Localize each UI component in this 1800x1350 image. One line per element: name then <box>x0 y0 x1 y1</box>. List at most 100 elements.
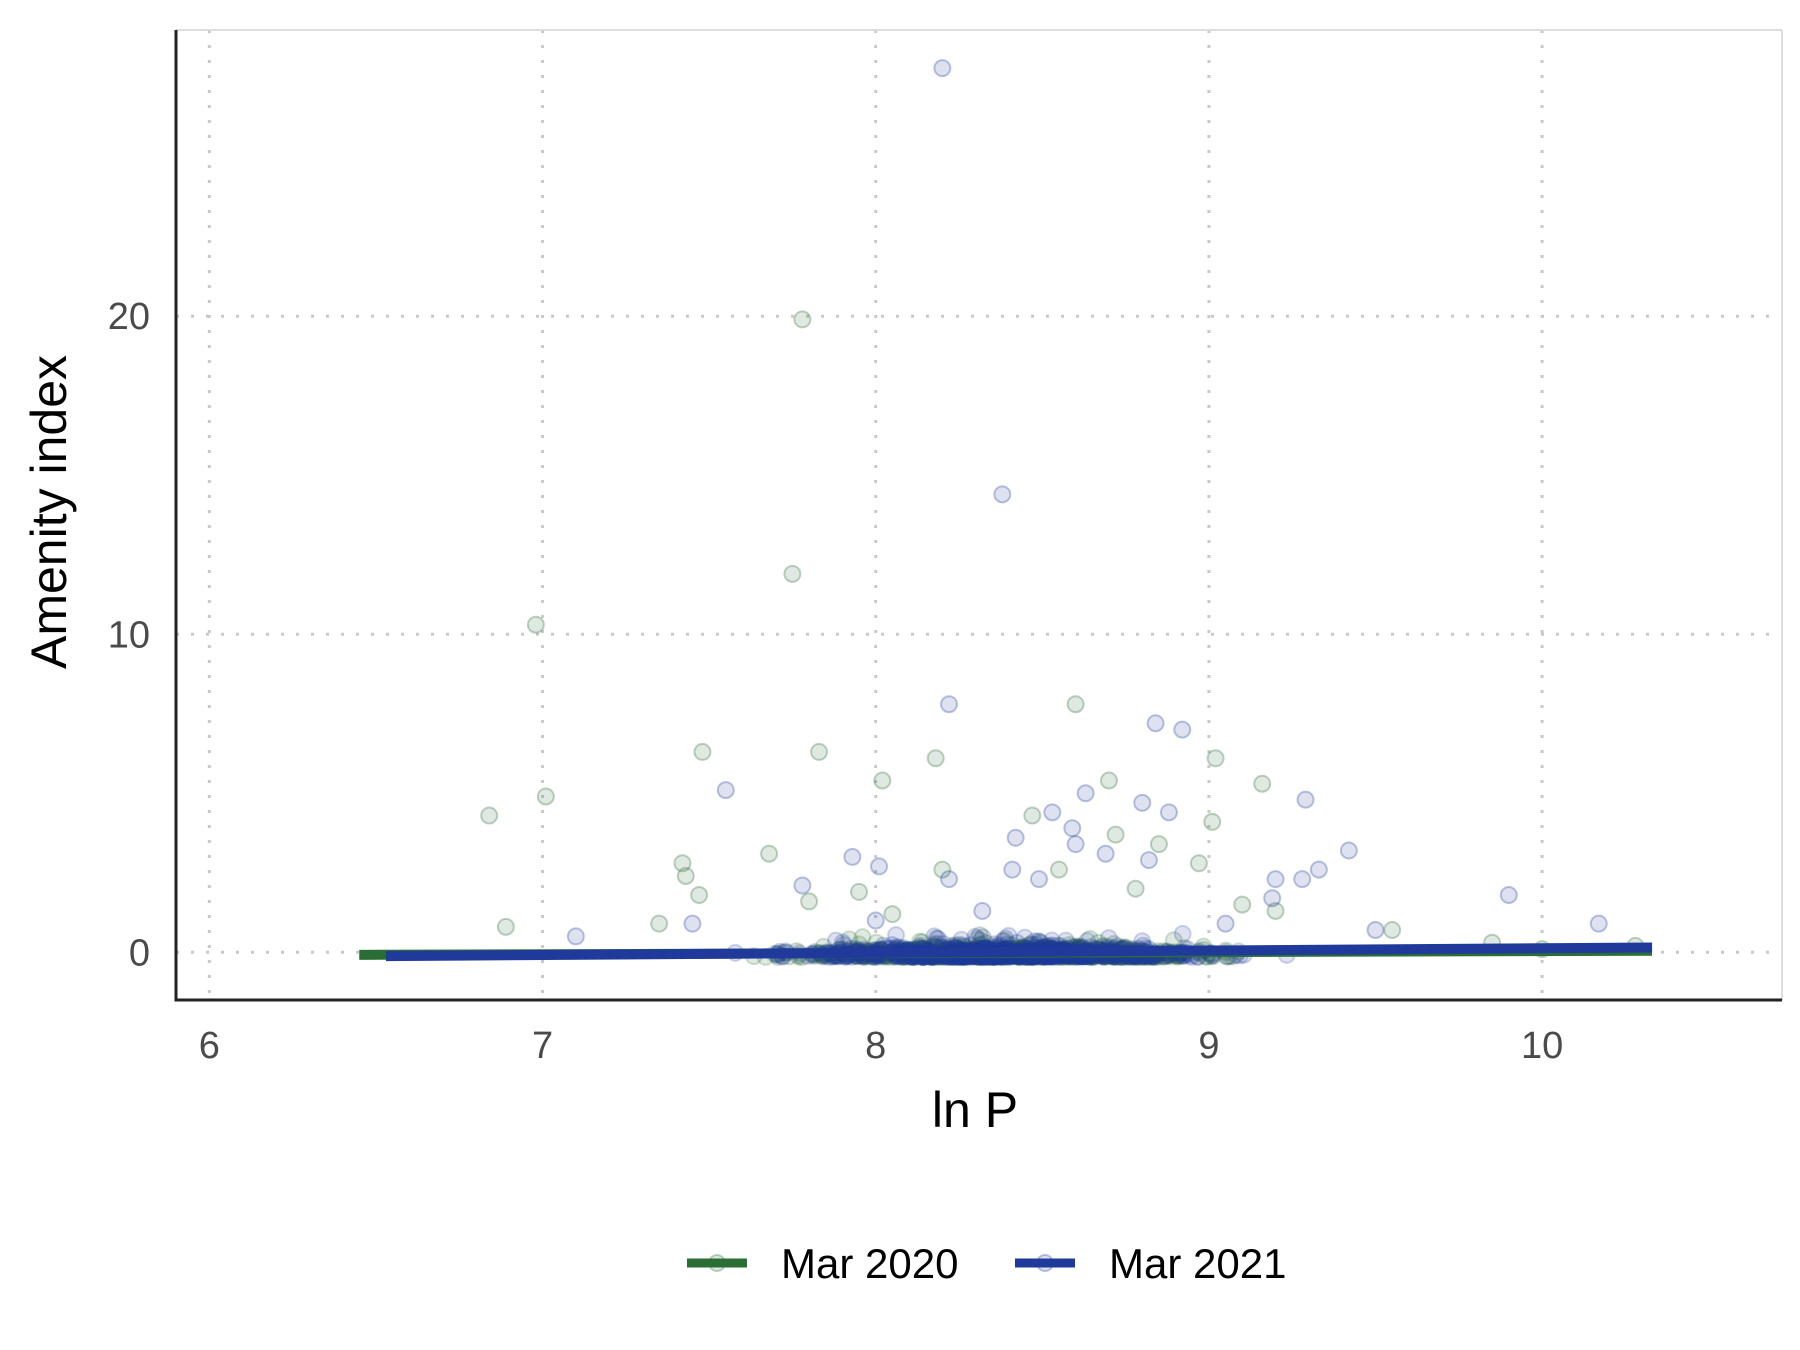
point-mar-2021 <box>1266 870 1285 889</box>
point-mar-2021 <box>1173 720 1192 739</box>
point-mar-2020 <box>883 905 902 924</box>
point-mar-2021 <box>1043 803 1062 822</box>
point-mar-2021 <box>1066 835 1085 854</box>
point-mar-2021 <box>1293 870 1312 889</box>
x-tick-label: 8 <box>865 1025 886 1067</box>
point-mar-2020 <box>1106 825 1125 844</box>
point-mar-2021 <box>1296 790 1315 809</box>
fit-lines <box>359 942 1653 962</box>
point-mar-2020 <box>783 564 802 583</box>
point-mar-2020 <box>650 914 669 933</box>
y-tick-label: 10 <box>108 614 150 656</box>
point-mar-2020 <box>840 930 859 949</box>
point-mar-2020 <box>853 928 872 947</box>
point-mar-2021 <box>1366 921 1385 940</box>
point-mar-2020 <box>1233 895 1252 914</box>
point-mar-2021 <box>1499 886 1518 905</box>
point-mar-2021 <box>843 847 862 866</box>
point-mar-2020 <box>1189 854 1208 873</box>
legend-label-mar-2020: Mar 2020 <box>781 1240 958 1287</box>
point-mar-2020 <box>1023 806 1042 825</box>
tick-labels: 6 7 8 9 10 0 10 20 <box>108 296 1564 1067</box>
point-mar-2020 <box>1099 771 1118 790</box>
x-tick-label: 10 <box>1521 1025 1563 1067</box>
x-tick-label: 9 <box>1198 1025 1219 1067</box>
point-mar-2021 <box>1309 860 1328 879</box>
point-mar-2021 <box>993 485 1012 504</box>
point-mar-2021 <box>683 914 702 933</box>
point-mar-2021 <box>1015 928 1034 947</box>
y-axis-title: Amenity index <box>21 355 77 669</box>
point-mar-2020 <box>1253 774 1272 793</box>
point-mar-2020 <box>850 882 869 901</box>
legend: Mar 2020 Mar 2021 <box>687 1240 1286 1287</box>
point-mar-2021 <box>1159 803 1178 822</box>
point-mar-2020 <box>676 866 695 885</box>
point-mar-2021 <box>966 927 985 946</box>
point-mar-2020 <box>793 310 812 329</box>
point-mar-2021 <box>929 929 948 948</box>
point-mar-2020 <box>1149 835 1168 854</box>
point-mar-2021 <box>1063 819 1082 838</box>
point-mar-2021 <box>1263 889 1282 908</box>
point-mar-2020 <box>1383 921 1402 940</box>
point-mar-2021 <box>1139 851 1158 870</box>
point-mar-2021 <box>973 901 992 920</box>
point-mar-2021 <box>793 876 812 895</box>
point-mar-2021 <box>1216 914 1235 933</box>
point-mar-2021 <box>1099 929 1118 948</box>
point-mar-2021 <box>1173 924 1192 943</box>
point-mar-2021 <box>1096 844 1115 863</box>
point-mar-2020 <box>1066 695 1085 714</box>
y-tick-label: 20 <box>108 296 150 338</box>
point-mar-2020 <box>1203 812 1222 831</box>
point-mar-2021 <box>973 928 992 947</box>
point-mar-2021 <box>1076 784 1095 803</box>
point-mar-2020 <box>1126 879 1145 898</box>
point-mar-2021 <box>999 926 1018 945</box>
x-tick-label: 6 <box>199 1025 220 1067</box>
point-mar-2021 <box>1003 860 1022 879</box>
point-mar-2020 <box>970 926 989 945</box>
y-tick-label: 0 <box>129 932 150 974</box>
point-mar-2021 <box>933 59 952 78</box>
point-mar-2020 <box>690 886 709 905</box>
point-mar-2020 <box>1206 749 1225 768</box>
grid-lines <box>176 29 1783 1000</box>
point-mar-2020 <box>480 806 499 825</box>
point-mar-2021 <box>866 911 885 930</box>
point-mar-2021 <box>1006 828 1025 847</box>
x-tick-label: 7 <box>532 1025 553 1067</box>
point-mar-2021 <box>716 781 735 800</box>
point-mar-2021 <box>968 929 987 948</box>
point-mar-2020 <box>536 787 555 806</box>
point-mar-2020 <box>1266 901 1285 920</box>
point-mar-2020 <box>673 854 692 873</box>
axes <box>174 30 1782 1002</box>
point-mar-2020 <box>693 742 712 761</box>
point-mar-2020 <box>873 771 892 790</box>
point-mar-2021 <box>1589 914 1608 933</box>
legend-label-mar-2021: Mar 2021 <box>1109 1240 1286 1287</box>
point-mar-2020 <box>526 615 545 634</box>
point-mar-2021 <box>1133 793 1152 812</box>
fit-line-mar-2021 <box>385 942 1653 962</box>
point-mar-2021 <box>925 927 944 946</box>
point-mar-2020 <box>933 860 952 879</box>
point-mar-2021 <box>940 870 959 889</box>
x-axis-title: ln P <box>932 1082 1018 1138</box>
point-mar-2021 <box>940 695 959 714</box>
point-mar-2021 <box>1339 841 1358 860</box>
point-mar-2020 <box>760 844 779 863</box>
point-mar-2021 <box>887 926 906 945</box>
point-mar-2021 <box>566 927 585 946</box>
point-mar-2021 <box>1029 870 1048 889</box>
point-mar-2020 <box>810 742 829 761</box>
point-mar-2020 <box>800 892 819 911</box>
point-mar-2021 <box>996 929 1015 948</box>
scatter-points <box>480 59 1645 967</box>
point-mar-2021 <box>1146 714 1165 733</box>
point-mar-2020 <box>926 749 945 768</box>
point-mar-2020 <box>1049 860 1068 879</box>
